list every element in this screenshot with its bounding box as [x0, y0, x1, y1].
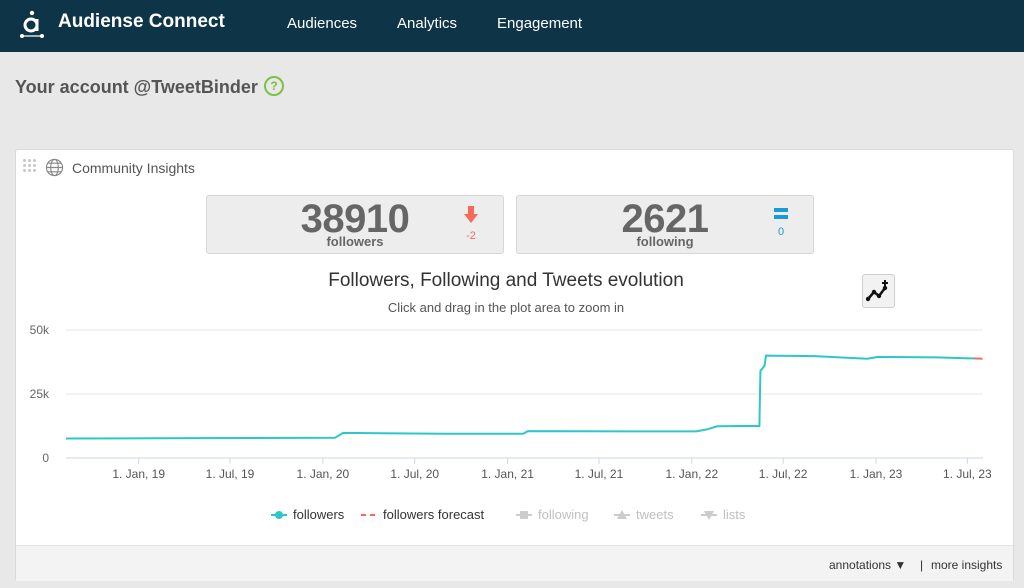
legend-item-tweets[interactable]: tweets	[636, 507, 674, 522]
legend-marker	[617, 510, 627, 519]
x-tick-label: 1. Jul, 19	[206, 467, 255, 481]
panel-title: Community Insights	[72, 160, 195, 176]
legend-item-following[interactable]: following	[538, 507, 589, 522]
chart-subtitle: Click and drag in the plot area to zoom …	[387, 300, 625, 315]
top-navigation-bar: Audiense Connect Audiences Analytics Eng…	[0, 0, 1024, 52]
followers-change-value: -2	[466, 230, 476, 242]
series-line-followers	[65, 354, 975, 440]
y-tick-label: 25k	[30, 387, 50, 401]
followers-change: -2	[461, 206, 481, 242]
y-tick-label: 0	[42, 451, 49, 465]
following-count: 2621	[621, 197, 709, 241]
arrow-down-icon	[464, 206, 478, 223]
chart-zoom-icon	[866, 280, 888, 302]
followers-label: followers	[326, 234, 384, 249]
x-tick-label: 1. Jul, 21	[575, 467, 624, 481]
annotations-toggle[interactable]: annotations ▼	[829, 558, 907, 572]
following-label: following	[636, 234, 694, 249]
x-tick-label: 1. Jan, 19	[112, 467, 165, 481]
x-tick-label: 1. Jan, 20	[297, 467, 350, 481]
legend-marker	[275, 511, 283, 519]
y-tick-label: 50k	[30, 323, 50, 337]
footer-separator: |	[920, 558, 924, 572]
more-insights-link[interactable]: more insights	[931, 558, 1003, 572]
chart-zoom-button[interactable]	[862, 274, 895, 308]
nav-audiences[interactable]: Audiences	[287, 15, 358, 32]
nav-engagement[interactable]: Engagement	[497, 15, 583, 32]
x-tick-label: 1. Jul, 20	[390, 467, 439, 481]
followers-count: 38910	[300, 197, 410, 241]
followers-stat-card: 38910 followers -2	[206, 195, 504, 254]
following-change-value: 0	[777, 226, 785, 238]
nav-analytics[interactable]: Analytics	[397, 15, 458, 32]
audiense-logo-icon[interactable]	[18, 9, 46, 39]
following-stat-card: 2621 following 0	[516, 195, 814, 254]
legend-item-followers-forecast[interactable]: followers forecast	[383, 507, 485, 522]
panel-footer: annotations ▼ | more insights	[16, 545, 1013, 581]
following-change: 0	[771, 206, 791, 238]
followers-chart[interactable]: 0 25k 50k 1. Jan, 19 1. Jul, 19 1. Jan, 20 1. …	[16, 320, 1013, 560]
help-icon[interactable]: ?	[264, 76, 284, 96]
equals-icon	[774, 208, 788, 219]
page-title: Your account @TweetBinder	[15, 77, 258, 97]
legend-item-followers[interactable]: followers	[293, 507, 345, 522]
community-insights-panel: Community Insights 38910 followers -2 26…	[15, 149, 1014, 581]
legend-marker	[520, 511, 528, 519]
drag-handle-icon[interactable]	[22, 158, 37, 173]
legend-item-lists[interactable]: lists	[723, 507, 746, 522]
x-tick-label: 1. Jul, 23	[943, 467, 992, 481]
globe-icon	[45, 158, 64, 177]
legend-marker	[704, 511, 714, 520]
x-tick-label: 1. Jan, 23	[850, 467, 903, 481]
x-tick-label: 1. Jan, 22	[665, 467, 718, 481]
x-tick-label: 1. Jan, 21	[481, 467, 534, 481]
chart-title: Followers, Following and Tweets evolutio…	[328, 270, 684, 291]
x-tick-label: 1. Jul, 22	[759, 467, 808, 481]
app-name[interactable]: Audiense Connect	[58, 11, 225, 32]
